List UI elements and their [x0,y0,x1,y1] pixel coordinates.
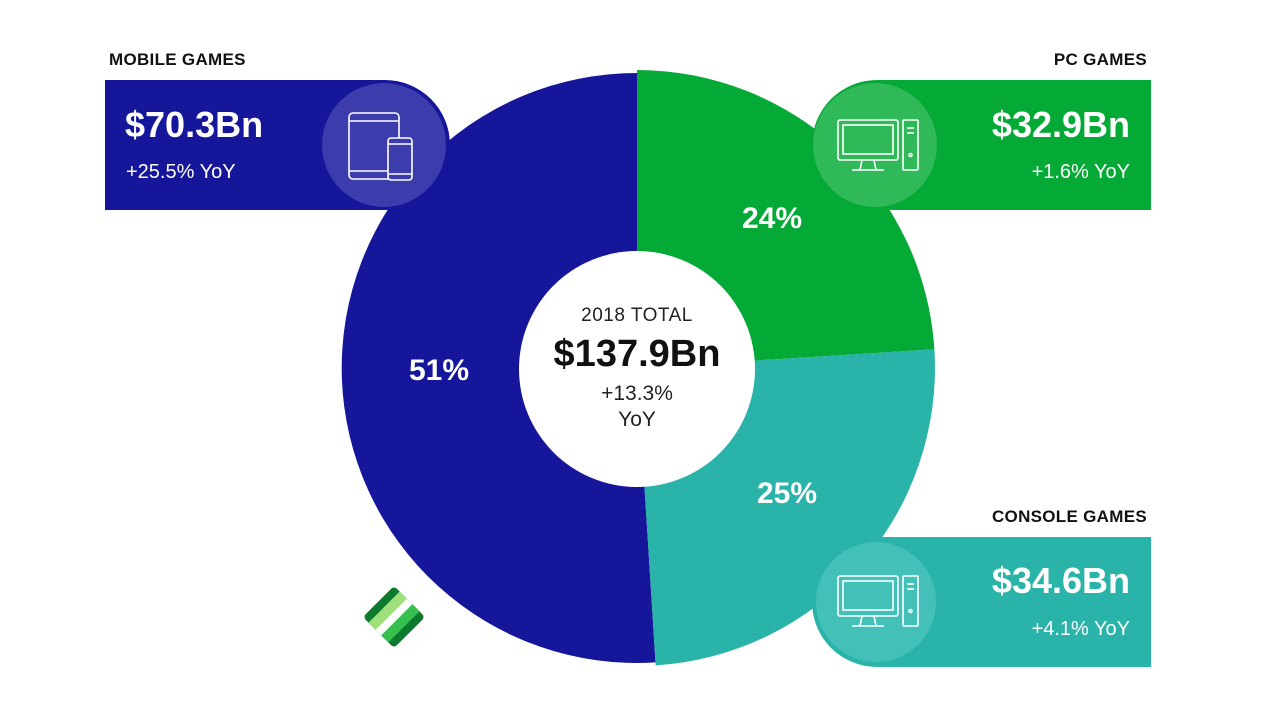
console-games-card [812,537,1151,667]
donut-hole [519,251,755,487]
mobile-games-heading: MOBILE GAMES [109,50,246,69]
pc-games-yoy: +1.6% YoY [1031,161,1130,183]
center-total-label: 2018 TOTAL [581,305,693,326]
console-monitor-icon [837,575,919,627]
console-games-heading: CONSOLE GAMES [991,507,1147,526]
tablet-phone-icon [348,112,413,181]
console-icon-circle [816,542,936,662]
pc-games-card [812,80,1151,210]
pc-icon-circle [813,83,937,207]
console-games-yoy: +4.1% YoY [1031,618,1130,640]
mobile-games-card [105,80,450,210]
console-games-amount: $34.6Bn [991,560,1130,601]
pc-games-amount: $32.9Bn [991,104,1130,145]
center-yoy-percent: +13.3% [601,382,673,405]
mobile-icon-circle [322,83,446,207]
slice-label-mobile: 51% [409,354,469,387]
slice-label-console: 25% [757,477,817,510]
center-yoy-unit: YoY [618,408,656,431]
pc-games-heading: PC GAMES [1053,50,1147,69]
mobile-games-yoy: +25.5% YoY [126,161,236,183]
desktop-pc-icon [837,119,919,171]
slice-mobile-games [341,72,656,663]
slice-label-pc: 24% [742,202,802,235]
brand-logo-icon [364,587,424,647]
mobile-games-amount: $70.3Bn [125,104,264,145]
center-total-value: $137.9Bn [554,333,721,375]
